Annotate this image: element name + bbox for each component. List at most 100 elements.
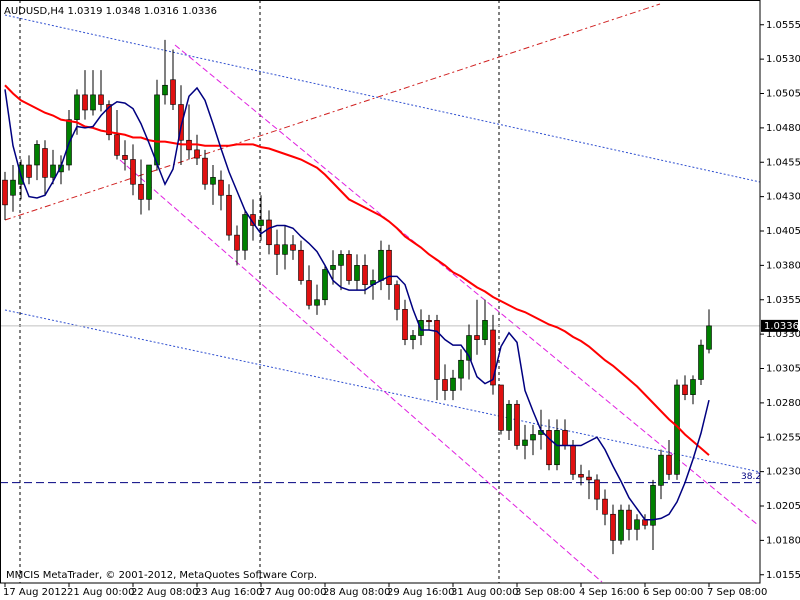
candle-body xyxy=(530,434,536,441)
candle-body xyxy=(266,219,272,246)
x-tick-label: 3 Sep 08:00 xyxy=(515,587,575,598)
channel-line xyxy=(4,309,761,473)
candle-body xyxy=(602,498,608,515)
candle-body xyxy=(90,94,96,111)
channel-line xyxy=(4,14,761,183)
candle-body xyxy=(466,335,472,361)
candle-body xyxy=(234,234,240,251)
candle-body xyxy=(386,249,392,285)
x-tick-label: 6 Sep 00:00 xyxy=(643,587,703,598)
candle-body xyxy=(346,254,352,281)
candle-body xyxy=(258,219,264,226)
candle-body xyxy=(122,155,128,160)
candle-body xyxy=(34,144,40,166)
candle-body xyxy=(74,94,80,120)
y-tick-label: 1.0280 xyxy=(766,398,800,409)
x-tick-label: 29 Aug 16:00 xyxy=(387,587,454,598)
x-tick-label: 31 Aug 00:00 xyxy=(451,587,518,598)
candle-body xyxy=(490,329,496,386)
y-tick-label: 1.0380 xyxy=(766,260,800,271)
candle-body xyxy=(314,299,320,306)
y-tick-label: 1.0505 xyxy=(766,89,800,100)
candle-body xyxy=(698,344,704,380)
candle-body xyxy=(210,177,216,185)
y-tick-label: 1.0255 xyxy=(766,432,800,443)
candle-body xyxy=(610,513,616,541)
candle-body xyxy=(690,379,696,395)
candle-body xyxy=(442,379,448,391)
candle-body xyxy=(330,265,336,270)
y-tick-label: 1.0430 xyxy=(766,192,800,203)
candle-body xyxy=(666,454,672,475)
candle-body xyxy=(170,79,176,105)
candle-body xyxy=(626,509,632,530)
moving-average xyxy=(4,86,710,521)
candle-body xyxy=(394,284,400,310)
moving-average xyxy=(4,84,710,456)
candle-body xyxy=(154,94,160,166)
candle-body xyxy=(162,84,168,96)
y-tick-label: 1.0355 xyxy=(766,295,800,306)
candle-body xyxy=(498,384,504,431)
x-tick-label: 28 Aug 08:00 xyxy=(323,587,390,598)
candle-body xyxy=(450,377,456,391)
candle-body xyxy=(546,430,552,466)
candle-body xyxy=(50,164,56,178)
chart-title: AUDUSD,H4 1.0319 1.0348 1.0316 1.0336 xyxy=(4,6,217,17)
candle-body xyxy=(242,214,248,251)
bid-label: 1.0336 xyxy=(764,321,799,332)
candle-body xyxy=(138,183,144,200)
candle-body xyxy=(2,179,8,206)
candle-body xyxy=(290,244,296,251)
candle-body xyxy=(634,519,640,530)
candle-body xyxy=(674,384,680,475)
y-tick-label: 1.0555 xyxy=(766,20,800,31)
candle-body xyxy=(458,359,464,379)
candle-body xyxy=(426,320,432,323)
candle-body xyxy=(130,159,136,185)
x-tick-label: 27 Aug 00:00 xyxy=(259,587,326,598)
y-tick-label: 1.0205 xyxy=(766,501,800,512)
y-tick-label: 1.0530 xyxy=(766,54,800,65)
candle-body xyxy=(338,254,344,266)
candle-body xyxy=(658,454,664,486)
candle-body xyxy=(114,134,120,156)
y-tick-label: 1.0455 xyxy=(766,157,800,168)
candle-body xyxy=(562,430,568,446)
candle-body xyxy=(506,403,512,431)
candle-body xyxy=(194,149,200,159)
x-tick-label: 7 Sep 08:00 xyxy=(707,587,767,598)
candle-body xyxy=(10,179,16,196)
candle-body xyxy=(42,148,48,178)
candle-body xyxy=(378,249,384,281)
candle-body xyxy=(402,309,408,340)
candle-body xyxy=(482,320,488,340)
candle-body xyxy=(226,194,232,236)
footer: MMCIS MetaTrader, © 2001-2012, MetaQuote… xyxy=(6,570,317,581)
channel-line xyxy=(119,159,603,583)
candle-body xyxy=(594,479,600,500)
y-tick-label: 1.0330 xyxy=(766,329,800,340)
y-tick-label: 1.0405 xyxy=(766,226,800,237)
candle-body xyxy=(434,320,440,380)
x-tick-label: 22 Aug 08:00 xyxy=(131,587,198,598)
bid-box xyxy=(761,319,798,332)
candle-body xyxy=(106,104,112,136)
candle-body xyxy=(354,265,360,281)
candle-body xyxy=(26,164,32,178)
candle-body xyxy=(146,164,152,200)
marks xyxy=(0,39,760,555)
candle-body xyxy=(298,249,304,281)
trend-line xyxy=(4,3,661,221)
candle-body xyxy=(282,244,288,255)
candle-body xyxy=(274,244,280,255)
x-tick-label: 21 Aug 00:00 xyxy=(67,587,134,598)
candle-body xyxy=(82,94,88,111)
y-tick-label: 1.0480 xyxy=(766,123,800,134)
fibo-label: 38.2 xyxy=(741,472,761,482)
candle-body xyxy=(322,269,328,301)
candle-body xyxy=(618,509,624,541)
candle-body xyxy=(706,325,712,350)
